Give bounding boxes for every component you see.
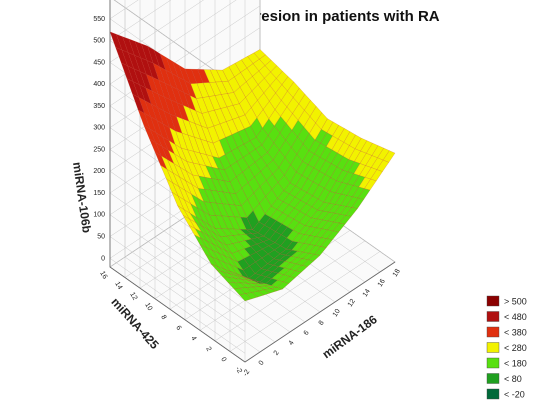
y-tick-label: 12 — [128, 291, 138, 301]
z-tick-label: 100 — [93, 212, 105, 219]
z-axis-label: miRNA-106b — [70, 161, 94, 234]
legend-label: < 380 — [504, 328, 527, 338]
legend-swatch — [486, 388, 500, 400]
z-tick-label: 150 — [93, 190, 105, 197]
x-axis-label: miRNA-186 — [320, 312, 380, 361]
z-tick-label: 200 — [93, 168, 105, 175]
z-tick-label: 500 — [93, 38, 105, 45]
x-tick-label: 10 — [332, 308, 342, 318]
grid-line — [214, 240, 366, 342]
z-tick-label: 450 — [93, 59, 105, 66]
x-tick-label: -2 — [242, 369, 251, 378]
x-tick-label: 4 — [288, 340, 296, 347]
x-tick-label: 18 — [392, 268, 402, 278]
grid-line — [154, 236, 291, 333]
x-tick-label: 2 — [273, 350, 281, 357]
x-tick-label: 0 — [258, 360, 266, 367]
legend-swatch — [486, 311, 500, 322]
z-tick-label: 250 — [93, 146, 105, 153]
z-tick-label: 600 — [93, 0, 105, 1]
x-tick-label: 12 — [347, 298, 357, 308]
y-axis-line — [109, 266, 246, 363]
legend-label: < 480 — [504, 312, 527, 322]
grid-line — [229, 251, 381, 352]
surface-mesh — [109, 31, 396, 302]
y-tick-label: 8 — [159, 314, 167, 321]
y-tick-label: 10 — [143, 302, 153, 312]
z-tick-label: 400 — [93, 81, 105, 88]
x-tick-label: 14 — [362, 288, 372, 298]
legend-label: < 80 — [504, 374, 522, 384]
y-tick-label: 2 — [204, 346, 212, 353]
legend-label: < 180 — [504, 359, 527, 369]
grid-line — [109, 236, 246, 332]
y-tick-label: 14 — [113, 281, 123, 291]
legend-swatch — [486, 295, 500, 307]
x-tick-label: 8 — [318, 320, 326, 327]
x-axis-line — [244, 261, 396, 363]
legend-label: < 280 — [504, 343, 527, 353]
z-tick-label: 350 — [93, 103, 105, 110]
legend-swatch — [486, 342, 500, 353]
y-tick-label: 4 — [189, 335, 197, 342]
x-tick-label: 6 — [303, 330, 311, 337]
z-tick-label: 300 — [93, 125, 105, 132]
y-tick-label: 16 — [98, 270, 108, 280]
legend-swatch — [486, 357, 500, 369]
grid-line — [109, 214, 246, 310]
legend-swatch — [486, 326, 500, 338]
y-tick-label: 6 — [174, 325, 182, 332]
surface-cell — [239, 293, 252, 302]
z-tick-label: 50 — [97, 234, 105, 241]
axes: -2024681012141618-2024681012141605010015… — [93, 0, 402, 378]
z-tick-label: 0 — [101, 255, 105, 262]
legend: > 500 < 480 < 380 < 280 < 180 < 80 < -20 — [486, 295, 527, 400]
legend-label: > 500 — [504, 297, 527, 307]
legend-swatch — [486, 373, 500, 384]
x-tick-label: 16 — [377, 278, 387, 288]
grid-line — [109, 0, 172, 41]
y-tick-label: -2 — [234, 366, 243, 375]
y-axis-label: miRNA-425 — [108, 295, 161, 352]
grid-line — [109, 258, 246, 354]
z-tick-label: 550 — [93, 16, 105, 23]
grid-line — [124, 256, 261, 353]
grid-line — [139, 246, 276, 343]
grid-line — [109, 0, 139, 19]
y-tick-label: 0 — [219, 356, 227, 363]
legend-label: < -20 — [504, 390, 525, 400]
